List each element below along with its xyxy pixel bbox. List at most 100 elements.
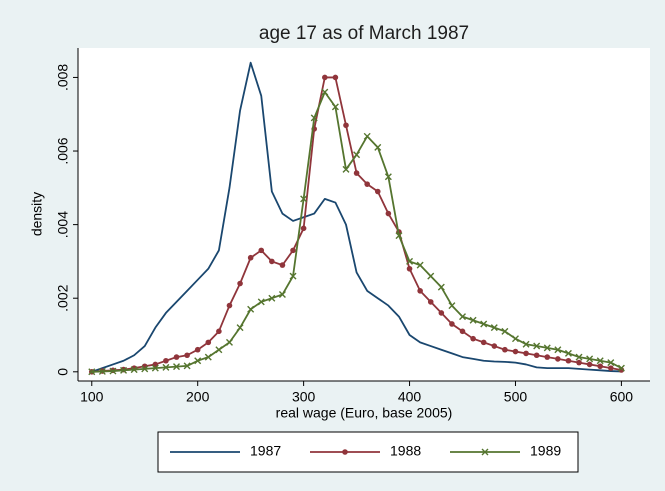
point: [225, 338, 233, 346]
point: [173, 363, 181, 371]
point: [215, 346, 223, 354]
point: [163, 357, 169, 364]
point: [300, 225, 307, 232]
legend-label: 1987: [250, 443, 281, 459]
point: [289, 272, 297, 280]
point: [395, 232, 403, 240]
point: [608, 365, 614, 371]
point: [555, 356, 561, 362]
point: [257, 298, 265, 306]
point: [300, 195, 308, 203]
point: [554, 346, 562, 354]
x-tick-label: 600: [610, 389, 634, 405]
point: [490, 324, 498, 332]
point: [216, 328, 222, 335]
point: [565, 357, 572, 364]
point: [247, 254, 254, 261]
y-tick-label: .004: [55, 211, 71, 238]
point: [226, 302, 233, 309]
point: [151, 364, 159, 372]
point: [237, 280, 243, 287]
point: [331, 103, 339, 111]
point: [564, 349, 572, 357]
point: [511, 335, 519, 343]
point: [427, 272, 435, 280]
x-tick-label: 500: [504, 389, 528, 405]
point: [374, 188, 381, 195]
point: [596, 357, 604, 365]
plot-area: [78, 48, 650, 381]
point: [533, 342, 541, 350]
point: [141, 365, 149, 373]
point: [385, 210, 392, 217]
point: [194, 346, 201, 353]
point: [544, 354, 551, 360]
series-line: [91, 61, 622, 373]
point: [406, 257, 414, 265]
point: [364, 181, 370, 187]
point: [427, 299, 434, 305]
x-tick-label: 400: [398, 389, 422, 405]
point: [236, 324, 244, 332]
point: [449, 321, 455, 327]
point: [607, 359, 615, 367]
point: [363, 132, 371, 140]
x-axis-label: real wage (Euro, base 2005): [276, 405, 453, 421]
point: [290, 247, 296, 254]
point: [109, 367, 117, 375]
point: [343, 122, 349, 129]
point: [470, 335, 476, 342]
point: [173, 354, 180, 360]
point: [332, 74, 339, 81]
point: [98, 367, 106, 375]
point: [268, 294, 276, 302]
y-tick-label: .006: [55, 137, 71, 164]
point: [501, 327, 509, 335]
point: [586, 355, 594, 363]
point: [310, 114, 318, 122]
point: [437, 283, 445, 291]
legend-marker: [342, 449, 348, 455]
point: [522, 340, 530, 348]
point: [416, 261, 424, 269]
point: [321, 88, 329, 96]
point: [469, 316, 477, 324]
point: [597, 363, 604, 370]
point: [184, 352, 190, 359]
point: [502, 346, 508, 353]
y-tick-label: .002: [55, 284, 71, 311]
point: [322, 74, 328, 81]
point: [353, 151, 361, 159]
point: [406, 265, 413, 272]
point: [480, 339, 487, 346]
point: [438, 310, 445, 316]
x-tick-label: 200: [186, 389, 210, 405]
point: [512, 348, 519, 355]
point: [459, 313, 467, 321]
point: [533, 352, 540, 359]
point: [575, 353, 583, 361]
legend-label: 1988: [390, 443, 421, 459]
point: [183, 362, 191, 370]
point: [353, 170, 360, 176]
point: [617, 364, 625, 372]
x-tick-label: 300: [292, 389, 316, 405]
x-tick-label: 100: [80, 389, 104, 405]
point: [342, 165, 350, 173]
point: [130, 366, 138, 374]
point: [120, 366, 128, 374]
point: [491, 343, 498, 349]
point: [448, 302, 456, 310]
point: [205, 339, 212, 346]
point: [586, 361, 593, 368]
point: [523, 350, 529, 357]
legend-label: 1989: [530, 443, 561, 459]
y-axis-label: density: [29, 192, 45, 236]
point: [258, 247, 265, 254]
y-tick-label: .008: [55, 64, 71, 91]
point: [543, 344, 551, 352]
point: [269, 258, 275, 265]
point: [88, 368, 96, 376]
point: [417, 288, 423, 294]
